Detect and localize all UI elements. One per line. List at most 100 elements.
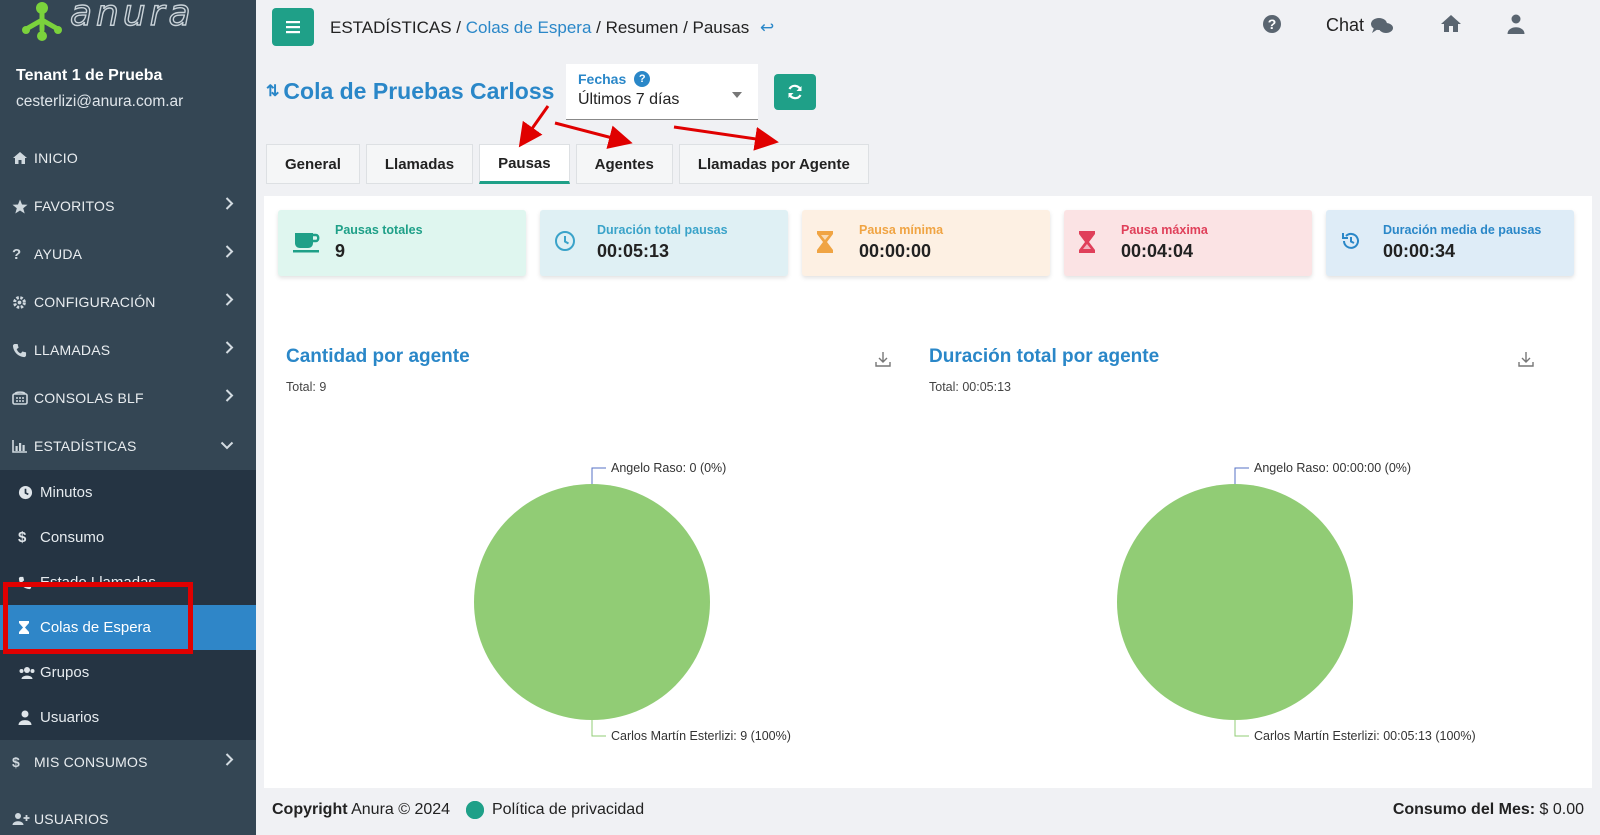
tenant-name: Tenant 1 de Prueba: [16, 67, 163, 84]
sidebar-item-minutos[interactable]: Minutos: [0, 470, 256, 515]
sidebar-item-label: Minutos: [40, 484, 93, 501]
sidebar-item-label: Consumo: [40, 529, 105, 546]
sidebar-item-usuarios-sub[interactable]: Usuarios: [0, 695, 256, 740]
breadcrumb-resumen[interactable]: Resumen: [605, 18, 679, 37]
breadcrumb: ESTADÍSTICAS / Colas de Espera / Resumen…: [330, 18, 775, 37]
sidebar-item-configuracion[interactable]: CONFIGURACIÓN: [0, 278, 256, 326]
slice-label: Carlos Martín Esterlizi: 00:05:13 (100%): [1254, 729, 1476, 743]
topbar: ESTADÍSTICAS / Colas de Espera / Resumen…: [256, 0, 1600, 56]
tab-general[interactable]: General: [266, 144, 360, 184]
hourglass-icon: [18, 620, 40, 635]
sidebar-item-grupos[interactable]: Grupos: [0, 650, 256, 695]
help-icon[interactable]: ?: [1262, 14, 1282, 40]
badge-icon: [466, 801, 484, 819]
chart-title: Cantidad por agente: [286, 346, 470, 367]
fechas-select[interactable]: Fechas ? Últimos 7 días: [566, 64, 758, 120]
pie-slice[interactable]: [1117, 484, 1353, 720]
sidebar-item-estadisticas[interactable]: ESTADÍSTICAS: [0, 422, 256, 470]
dollar-icon: $: [18, 529, 27, 546]
sidebar-item-inicio[interactable]: INICIO: [0, 134, 256, 182]
sidebar-nav: INICIO FAVORITOS ? AYUDA CONFIGURACIÓN: [0, 134, 256, 835]
sidebar-item-label: INICIO: [34, 150, 78, 166]
kpi-card-pausas-totales: Pausas totales 9: [278, 210, 526, 276]
user-icon: [18, 710, 40, 725]
home-icon: [1441, 15, 1461, 32]
tab-llamadas-por-agente[interactable]: Llamadas por Agente: [678, 144, 869, 184]
pie-chart-svg: Angelo Raso: 00:00:00 (0%) Carlos Martín …: [1117, 461, 1476, 743]
chat-button[interactable]: Chat: [1326, 15, 1394, 36]
sidebar-item-mis-consumos[interactable]: $ MIS CONSUMOS: [0, 740, 256, 784]
breadcrumb-estadisticas[interactable]: ESTADÍSTICAS: [330, 18, 452, 37]
sort-icon[interactable]: ⇅: [266, 83, 280, 100]
tab-agentes[interactable]: Agentes: [575, 144, 673, 184]
chevron-right-icon: [225, 245, 234, 264]
sidebar-item-colas-de-espera[interactable]: Colas de Espera: [0, 605, 256, 650]
home-button[interactable]: [1440, 14, 1462, 39]
sidebar-item-favoritos[interactable]: FAVORITOS: [0, 182, 256, 230]
anura-logo[interactable]: anura: [18, 0, 195, 44]
bar-chart-icon: [12, 439, 34, 453]
hamburger-icon: [286, 21, 300, 34]
sidebar-item-llamadas[interactable]: LLAMADAS: [0, 326, 256, 374]
kpi-value: 9: [335, 241, 346, 261]
breadcrumb-colas-de-espera[interactable]: Colas de Espera: [465, 18, 592, 37]
chart-title: Duración total por agente: [929, 346, 1160, 367]
user-profile-button[interactable]: [1507, 14, 1525, 40]
question-circle-icon[interactable]: ?: [634, 71, 651, 87]
chevron-right-icon: [225, 293, 234, 312]
breadcrumb-pausas: Pausas: [692, 18, 750, 37]
kpi-card-pausa-maxima: Pausa máxima 00:04:04: [1064, 210, 1312, 276]
menu-toggle-button[interactable]: [272, 8, 314, 46]
chart-duracion-total-por-agente: Duración total por agente Total: 00:05:1…: [915, 342, 1555, 782]
sidebar-item-usuarios[interactable]: USUARIOS: [0, 784, 256, 835]
phone-icon: [12, 343, 34, 358]
svg-text:?: ?: [1268, 16, 1277, 32]
back-arrow-icon[interactable]: ↩: [759, 18, 775, 37]
sidebar-item-consumo[interactable]: $ Consumo: [0, 515, 256, 560]
gear-icon: [12, 295, 34, 310]
tab-pausas[interactable]: Pausas: [479, 144, 570, 184]
chat-bubbles-icon: [1371, 17, 1394, 33]
label-leader-line: [591, 467, 606, 484]
sidebar-item-label: Colas de Espera: [40, 619, 151, 636]
refresh-button[interactable]: [774, 74, 816, 110]
tab-llamadas[interactable]: Llamadas: [365, 144, 474, 184]
estadisticas-submenu: Minutos $ Consumo Estado Llamadas Colas …: [0, 470, 256, 740]
sidebar-item-consolas-blf[interactable]: CONSOLAS BLF: [0, 374, 256, 422]
chart-cantidad-por-agente: Cantidad por agente Total: 9 Angelo Raso…: [272, 342, 912, 782]
kpi-label: Pausa máxima: [1121, 223, 1208, 237]
chat-label: Chat: [1326, 15, 1365, 35]
clock-icon: [554, 230, 576, 258]
slice-label: Angelo Raso: 0 (0%): [611, 461, 726, 475]
footer: Copyright Anura © 2024 Política de priva…: [256, 788, 1600, 835]
sidebar-item-label: Grupos: [40, 664, 90, 681]
hourglass-icon: [1078, 230, 1096, 260]
main-content: ⇅ Cola de Pruebas Carloss Fechas ? Último…: [256, 56, 1600, 788]
kpi-card-pausa-minima: Pausa mínima 00:00:00: [802, 210, 1050, 276]
sidebar-item-ayuda[interactable]: ? AYUDA: [0, 230, 256, 278]
monthly-consumption: Consumo del Mes: $ 0.00: [1392, 801, 1584, 818]
download-icon[interactable]: [874, 350, 892, 373]
sidebar-item-label: CONFIGURACIÓN: [34, 294, 156, 310]
kpi-value: 00:00:00: [859, 241, 932, 261]
refresh-icon: [788, 84, 802, 100]
pie-slice[interactable]: [474, 484, 710, 720]
kpi-card-duracion-media: Duración media de pausas 00:00:34: [1326, 210, 1574, 276]
chart-total: Total: 9: [286, 380, 327, 394]
home-icon: [12, 151, 34, 165]
download-icon[interactable]: [1517, 350, 1535, 373]
label-leader-line: [1234, 720, 1249, 737]
slice-label: Carlos Martín Esterlizi: 9 (100%): [611, 729, 791, 743]
user-plus-icon: [12, 812, 34, 826]
phone-icon: [18, 576, 40, 590]
sidebar-item-label: USUARIOS: [34, 811, 109, 827]
pie-chart-svg: Angelo Raso: 0 (0%) Carlos Martín Esterli…: [474, 461, 791, 743]
logo-text: anura: [69, 0, 195, 34]
privacy-policy-link[interactable]: Política de privacidad: [466, 801, 644, 819]
stats-panel: Pausas totales 9 Duración total pausas 0…: [264, 196, 1592, 788]
clock-icon: [18, 485, 40, 500]
chevron-right-icon: [225, 389, 234, 408]
caret-down-icon: [732, 92, 742, 98]
sidebar-item-estado-llamadas[interactable]: Estado Llamadas: [0, 560, 256, 605]
user-icon: [1507, 14, 1525, 34]
